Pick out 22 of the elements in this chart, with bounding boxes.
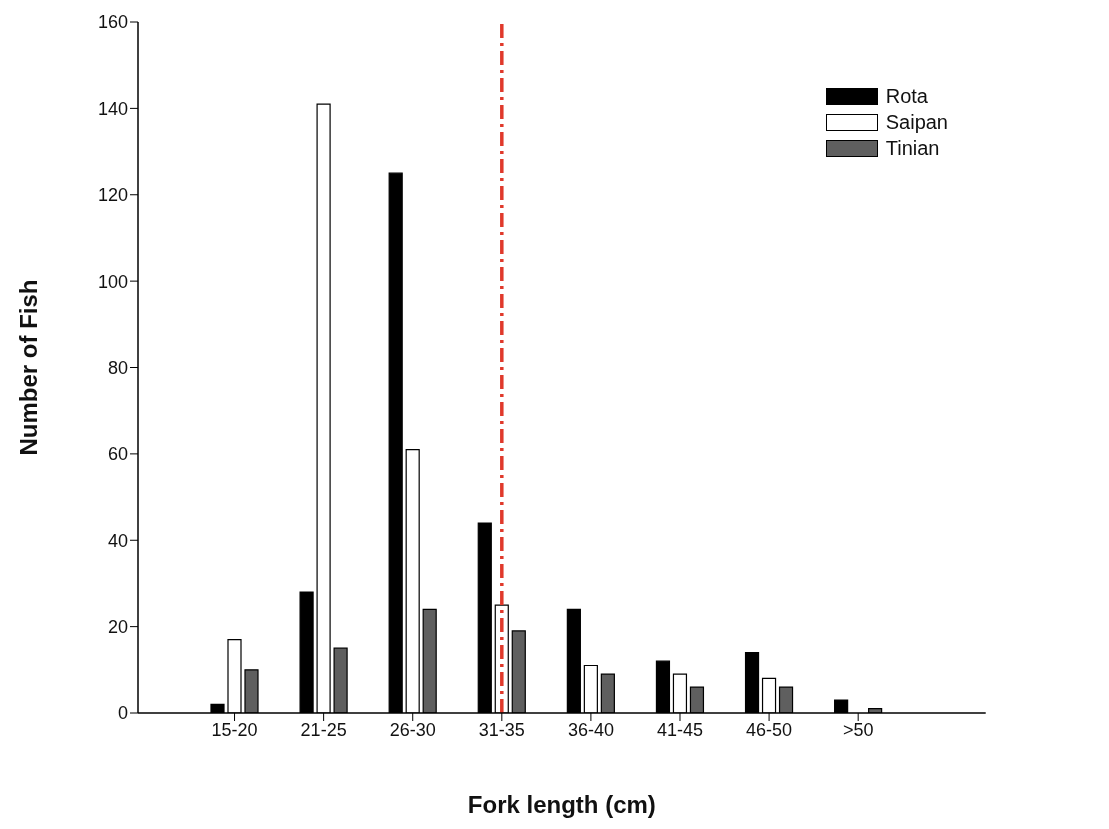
x-tick-label: 26-30 xyxy=(389,719,436,740)
x-tick-label: 36-40 xyxy=(567,719,614,740)
y-tick-label: 40 xyxy=(107,530,128,551)
y-tick-label: 120 xyxy=(97,185,128,206)
y-tick-label: 60 xyxy=(107,444,128,465)
x-tick-label: 21-25 xyxy=(300,719,347,740)
legend-label: Tinian xyxy=(885,136,940,160)
y-tick-label: 160 xyxy=(97,12,128,33)
x-tick-label: >50 xyxy=(842,719,874,740)
x-tick-label: 31-35 xyxy=(478,719,525,740)
y-tick-label: 80 xyxy=(107,357,128,378)
legend-label: Rota xyxy=(885,84,928,108)
x-axis-title: Fork length (cm) xyxy=(467,791,656,818)
x-tick-label: 15-20 xyxy=(211,719,258,740)
y-tick-label: 140 xyxy=(97,98,128,119)
y-axis-title: Number of Fish xyxy=(14,279,42,456)
y-tick-label: 20 xyxy=(107,617,128,638)
y-tick-label: 100 xyxy=(97,271,128,292)
x-tick-label: 46-50 xyxy=(746,719,793,740)
legend-label: Saipan xyxy=(885,110,948,134)
y-tick-label: 0 xyxy=(117,703,128,724)
x-tick-label: 41-45 xyxy=(656,719,704,740)
